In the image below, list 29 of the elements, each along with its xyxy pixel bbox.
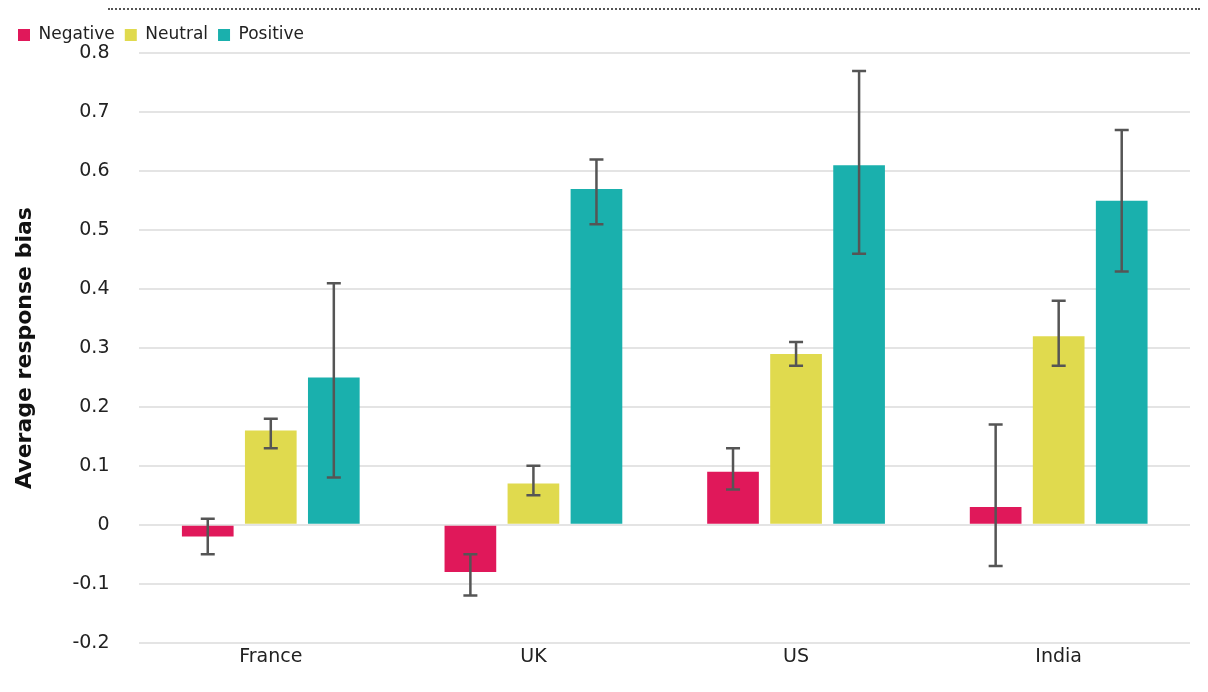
y-tick-label: -0.1 <box>72 570 110 593</box>
bar <box>570 188 623 524</box>
bar <box>969 507 1022 524</box>
x-tick-label: India <box>1035 643 1082 666</box>
bar <box>444 525 497 572</box>
legend-label: Neutral <box>145 23 209 44</box>
y-tick-label: 0 <box>97 511 110 534</box>
bar <box>1032 336 1085 524</box>
y-tick-label: 0.2 <box>79 393 110 416</box>
y-tick-label: 0.4 <box>79 276 110 299</box>
bar <box>833 165 885 524</box>
y-axis-title: Average response bias <box>10 207 36 489</box>
y-tick-label: 0.7 <box>79 99 110 122</box>
y-tick-label: 0.3 <box>79 334 110 357</box>
bar <box>307 377 360 524</box>
y-tick-label: -0.2 <box>72 629 110 652</box>
bar <box>181 525 234 537</box>
bar <box>770 353 822 524</box>
bar <box>707 471 759 524</box>
bar <box>244 430 297 524</box>
y-tick-label: 0.5 <box>79 217 110 240</box>
bar <box>1095 200 1148 524</box>
x-tick-label: US <box>783 643 810 666</box>
y-tick-label: 0.1 <box>79 452 110 475</box>
y-tick-label: 0.6 <box>79 158 110 181</box>
x-tick-label: UK <box>520 643 548 666</box>
x-tick-label: France <box>239 643 303 666</box>
legend-label: Positive <box>238 23 305 44</box>
bar <box>507 483 560 524</box>
